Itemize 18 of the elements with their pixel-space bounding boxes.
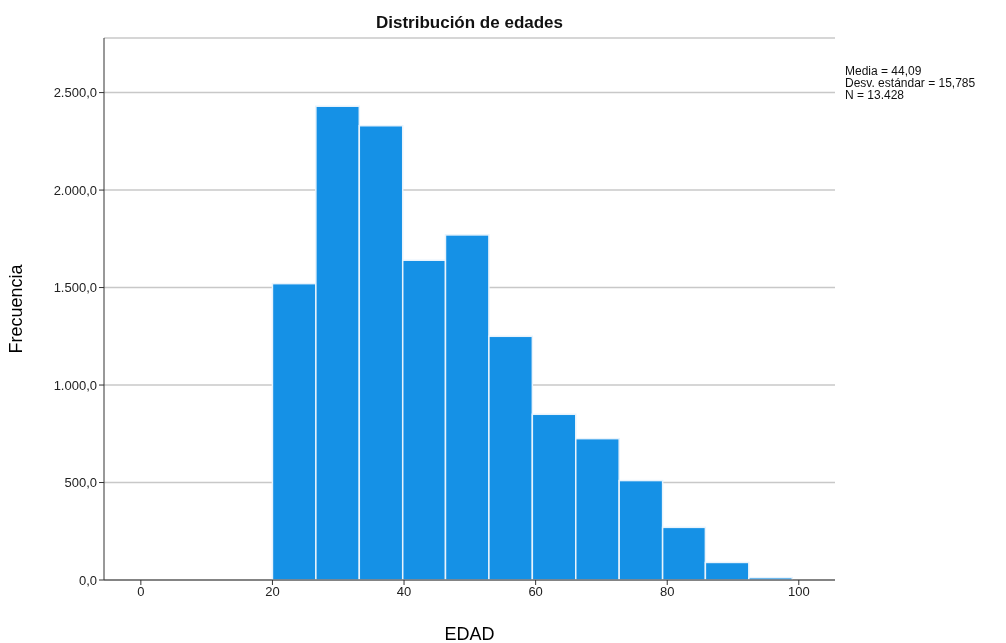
text: Media = 44,09 [845, 64, 923, 78]
y-tick-label: 1.500,0 [53, 280, 97, 296]
y-axis-title: Frecuencia [6, 263, 27, 354]
x-tick-label: 40 [396, 584, 412, 600]
x-tick-label: 0 [137, 584, 145, 600]
x-tick-label: 20 [265, 584, 280, 600]
y-tick-label: 1.000,0 [53, 377, 97, 393]
x-tick-label: 60 [528, 584, 543, 600]
y-tick-label: 0,0 [78, 572, 97, 588]
y-tick-label: 500,0 [64, 475, 97, 491]
text: Desv. estándar = 15,785 [845, 76, 976, 90]
x-tick-label: 100 [787, 584, 810, 600]
y-tick-label: 2.500,0 [53, 85, 97, 101]
text: N = 13.428 [845, 88, 906, 102]
y-tick-label: 2.000,0 [53, 182, 97, 198]
chart-title: Distribución de edades [374, 13, 564, 33]
x-tick-label: 80 [659, 584, 675, 600]
x-axis-title: EDAD [444, 624, 495, 643]
